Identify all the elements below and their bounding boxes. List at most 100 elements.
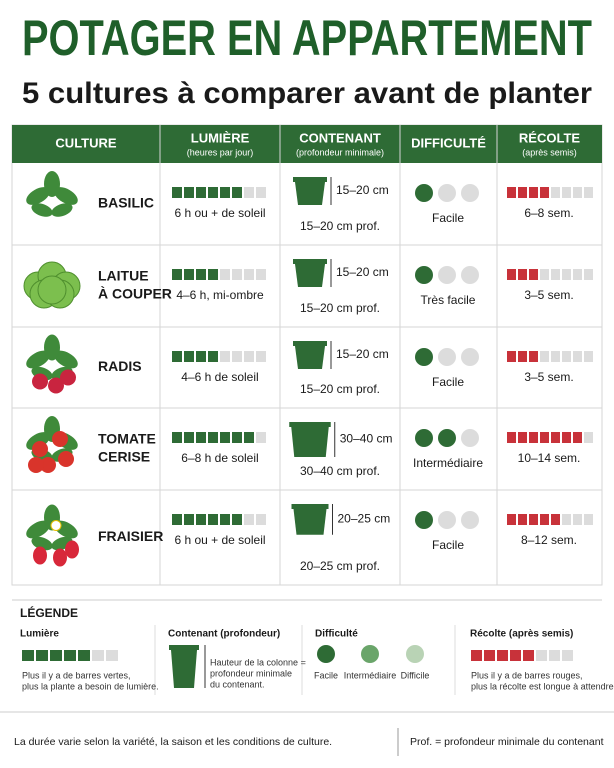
plant-name: À COUPER xyxy=(98,286,172,302)
container-label: 15–20 cm prof. xyxy=(300,301,380,315)
bar-segment xyxy=(172,514,182,525)
bar-segment xyxy=(584,514,593,525)
plant-name: CERISE xyxy=(98,449,150,465)
legend-heading: Difficulté xyxy=(315,629,358,640)
plant-leaf xyxy=(44,171,60,197)
bar-segment xyxy=(540,187,549,198)
bar-segment xyxy=(172,351,182,362)
bar-segment xyxy=(562,432,571,443)
legend-text: Facile xyxy=(314,670,338,680)
column-title: CONTENANT xyxy=(299,130,381,145)
bar-segment xyxy=(172,269,182,280)
bar-segment xyxy=(573,432,582,443)
legend-text: plus la plante a besoin de lumière. xyxy=(22,681,159,691)
column-subtitle: (heures par jour) xyxy=(187,147,254,157)
bar-segment xyxy=(573,514,582,525)
pot xyxy=(295,346,325,369)
legend-dot xyxy=(361,645,379,663)
pot xyxy=(295,264,325,287)
legend-heading: Récolte (après semis) xyxy=(470,629,573,640)
pot-rim xyxy=(293,259,327,264)
plant-leaf xyxy=(31,203,53,217)
bar-segment xyxy=(22,650,34,661)
legend-text: profondeur minimale xyxy=(210,668,292,678)
plant-leaf xyxy=(26,350,50,369)
pot-rim xyxy=(289,422,331,427)
plant-leaf xyxy=(44,334,60,361)
harvest-label: 10–14 sem. xyxy=(518,451,581,465)
bar-segment xyxy=(562,187,571,198)
bar-segment xyxy=(573,187,582,198)
harvest-label: 3–5 sem. xyxy=(524,288,573,302)
bar-segment xyxy=(184,514,194,525)
container-label: 20–25 cm prof. xyxy=(300,559,380,573)
legend-text: Plus il y a de barres vertes, xyxy=(22,670,131,680)
difficulty-dot xyxy=(415,429,433,447)
harvest-label: 6–8 sem. xyxy=(524,206,573,220)
strawberry xyxy=(33,546,47,565)
container-size: 15–20 cm xyxy=(336,183,389,197)
bar-segment xyxy=(584,269,593,280)
radish xyxy=(60,369,76,386)
bar-segment xyxy=(220,351,230,362)
bar-segment xyxy=(507,514,516,525)
plant-leaf xyxy=(54,350,78,369)
difficulty-label: Facile xyxy=(432,211,464,225)
difficulty-dot xyxy=(415,266,433,284)
container-label: 30–40 cm prof. xyxy=(300,464,380,478)
bar-segment xyxy=(562,351,571,362)
bar-segment xyxy=(507,187,516,198)
tomato xyxy=(32,441,48,457)
container-label: 15–20 cm prof. xyxy=(300,219,380,233)
bar-segment xyxy=(208,432,218,443)
pot-rim xyxy=(293,341,327,346)
difficulty-dot xyxy=(438,429,456,447)
column-title: LUMIÈRE xyxy=(191,130,250,145)
bar-segment xyxy=(220,432,230,443)
light-label: 6–8 h de soleil xyxy=(181,451,258,465)
bar-segment xyxy=(184,269,194,280)
bar-segment xyxy=(36,650,48,661)
plant-leaf xyxy=(54,187,78,205)
plant-name: TOMATE xyxy=(98,431,156,447)
footer-note: Prof. = profondeur minimale du contenant xyxy=(410,736,604,748)
bar-segment xyxy=(551,432,560,443)
plant-name: BASILIC xyxy=(98,195,154,211)
difficulty-label: Facile xyxy=(432,375,464,389)
bar-segment xyxy=(529,187,538,198)
flower xyxy=(50,520,62,531)
bar-segment xyxy=(529,269,538,280)
title: POTAGER EN APPARTEMENT xyxy=(22,10,592,66)
legend-title: LÉGENDE xyxy=(20,605,78,620)
bar-segment xyxy=(196,432,206,443)
bar-segment xyxy=(232,514,242,525)
pot xyxy=(293,509,327,535)
bar-segment xyxy=(536,650,547,661)
difficulty-dot xyxy=(461,184,479,202)
legend-text: Hauteur de la colonne = xyxy=(210,657,306,667)
plant-leaf xyxy=(51,203,73,217)
tomato xyxy=(58,451,74,467)
plant-name: RADIS xyxy=(98,358,142,374)
column-title: CULTURE xyxy=(55,135,116,150)
bar-segment xyxy=(244,187,254,198)
legend-dot xyxy=(317,645,335,663)
container-size: 15–20 cm xyxy=(336,265,389,279)
difficulty-label: Intermédiaire xyxy=(413,456,483,470)
container-label: 15–20 cm prof. xyxy=(300,382,380,396)
light-label: 6 h ou + de soleil xyxy=(174,206,265,220)
legend-text: Intermédiaire xyxy=(344,670,397,680)
bar-segment xyxy=(540,432,549,443)
bar-segment xyxy=(256,269,266,280)
column-title: RÉCOLTE xyxy=(519,130,580,145)
difficulty-dot xyxy=(461,429,479,447)
difficulty-dot xyxy=(461,348,479,366)
bar-segment xyxy=(529,351,538,362)
bar-segment xyxy=(562,269,571,280)
bar-segment xyxy=(518,351,527,362)
tomato xyxy=(52,431,68,447)
bar-segment xyxy=(497,650,508,661)
strawberry xyxy=(53,548,67,567)
bar-segment xyxy=(256,187,266,198)
strawberry xyxy=(65,540,79,559)
